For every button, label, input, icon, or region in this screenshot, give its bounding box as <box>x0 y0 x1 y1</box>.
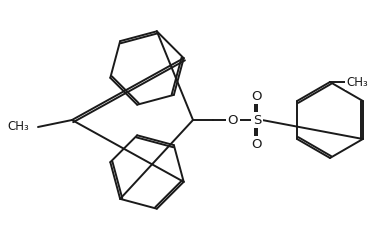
Text: O: O <box>228 113 238 127</box>
Text: O: O <box>252 137 262 151</box>
Text: CH₃: CH₃ <box>346 76 368 88</box>
Text: S: S <box>253 113 261 127</box>
Text: CH₃: CH₃ <box>7 121 29 134</box>
Text: O: O <box>252 89 262 103</box>
